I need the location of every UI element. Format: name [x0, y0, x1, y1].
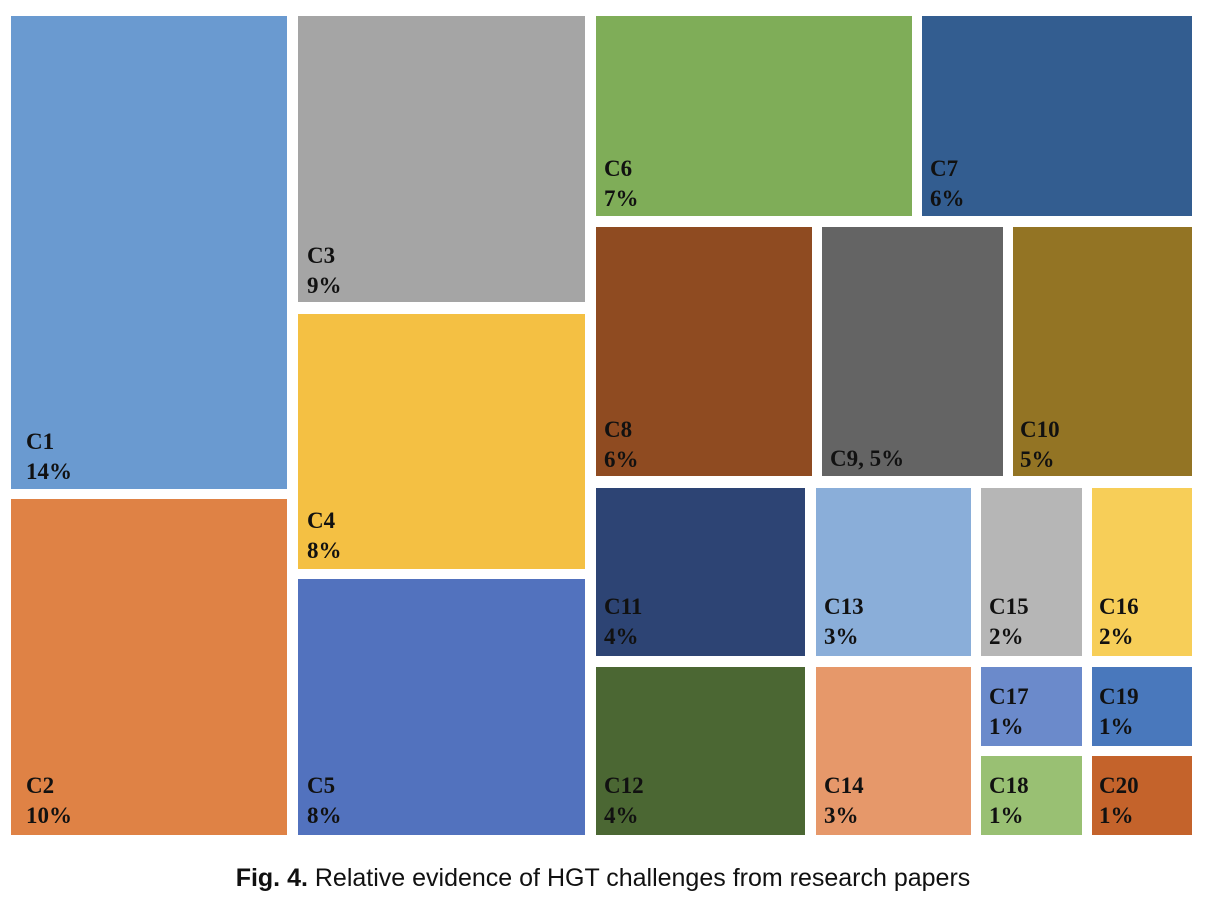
treemap-cell-c5	[298, 579, 585, 835]
treemap-label-c13-name: C13	[824, 594, 864, 619]
treemap-cell-c19	[1092, 667, 1192, 746]
treemap-label-c6-name: C6	[604, 156, 632, 181]
treemap-label-c17-name: C17	[989, 684, 1029, 709]
treemap-label-c2-name: C2	[26, 773, 54, 798]
treemap-cell-c8	[596, 227, 812, 476]
treemap-label-c7-name: C7	[930, 156, 958, 181]
figure-caption: Fig. 4. Relative evidence of HGT challen…	[0, 864, 1206, 893]
treemap-label-c15-name: C15	[989, 594, 1029, 619]
treemap-cell-c7	[922, 16, 1192, 216]
treemap-label-c17-value: 1%	[989, 714, 1024, 739]
treemap-label-c14-value: 3%	[824, 803, 859, 828]
treemap-label-c9-name: C9, 5%	[830, 446, 904, 471]
treemap-label-c12-name: C12	[604, 773, 644, 798]
treemap-label-c12-value: 4%	[604, 803, 639, 828]
treemap-cell-c20	[1092, 756, 1192, 835]
treemap-label-c19-value: 1%	[1099, 714, 1134, 739]
figure-caption-text: Relative evidence of HGT challenges from…	[307, 864, 971, 892]
treemap-cell-c11	[596, 488, 805, 656]
treemap-label-c1-value: 14%	[26, 459, 72, 484]
treemap-label-c5-name: C5	[307, 773, 335, 798]
treemap-label-c8-name: C8	[604, 417, 632, 442]
treemap-cell-c14	[816, 667, 971, 835]
treemap-cell-c18	[981, 756, 1082, 835]
treemap-label-c16-value: 2%	[1099, 624, 1134, 649]
treemap-label-c1-name: C1	[26, 429, 54, 454]
treemap-label-c18-name: C18	[989, 773, 1029, 798]
treemap-label-c3-value: 9%	[307, 273, 342, 298]
figure-caption-label: Fig. 4.	[235, 864, 308, 892]
treemap-label-c20-name: C20	[1099, 773, 1139, 798]
treemap-label-c6-value: 7%	[604, 186, 639, 211]
treemap-cell-c16	[1092, 488, 1192, 656]
treemap-cell-c4	[298, 314, 585, 569]
treemap-cell-c10	[1013, 227, 1192, 476]
treemap-label-c2-value: 10%	[26, 803, 72, 828]
treemap-label-c15-value: 2%	[989, 624, 1024, 649]
treemap-label-c11-value: 4%	[604, 624, 639, 649]
treemap-cell-c2	[11, 499, 287, 835]
treemap-label-c20-value: 1%	[1099, 803, 1134, 828]
treemap-label-c11-name: C11	[604, 594, 642, 619]
treemap-cell-c6	[596, 16, 912, 216]
treemap-cell-c12	[596, 667, 805, 835]
treemap-cell-c17	[981, 667, 1082, 746]
treemap-label-c3-name: C3	[307, 243, 335, 268]
treemap-label-c10-value: 5%	[1020, 447, 1055, 472]
treemap-cell-c1	[11, 16, 287, 489]
treemap-label-c10-name: C10	[1020, 417, 1060, 442]
treemap-label-c16-name: C16	[1099, 594, 1139, 619]
treemap-label-c7-value: 6%	[930, 186, 965, 211]
treemap-cell-c9	[822, 227, 1003, 476]
treemap-label-c14-name: C14	[824, 773, 864, 798]
treemap-label-c19-name: C19	[1099, 684, 1139, 709]
treemap-label-c4-value: 8%	[307, 538, 342, 563]
treemap-label-c5-value: 8%	[307, 803, 342, 828]
treemap-cell-c15	[981, 488, 1082, 656]
treemap-label-c8-value: 6%	[604, 447, 639, 472]
treemap-label-c4-name: C4	[307, 508, 336, 533]
treemap-cell-c3	[298, 16, 585, 302]
treemap-label-c13-value: 3%	[824, 624, 859, 649]
treemap-label-c18-value: 1%	[989, 803, 1024, 828]
treemap-cell-c13	[816, 488, 971, 656]
